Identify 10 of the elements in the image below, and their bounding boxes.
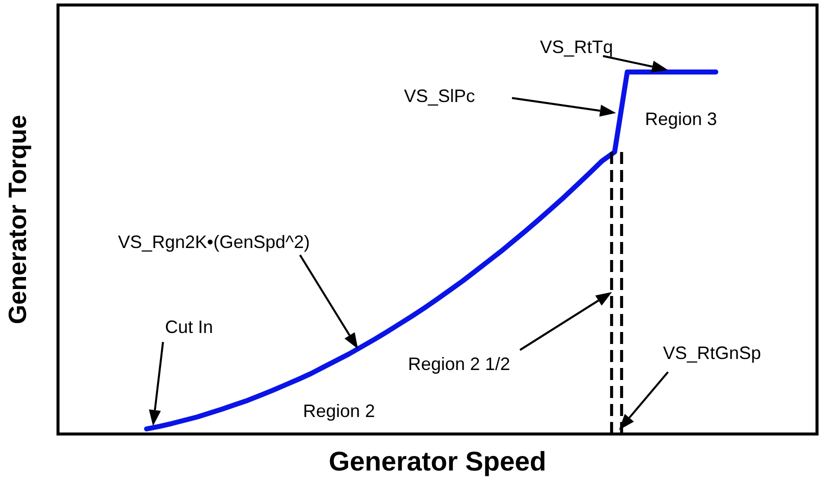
annotation: Cut In	[165, 316, 214, 337]
annotation: Region 2 1/2	[408, 354, 510, 374]
annotation: VS_SlPc	[404, 86, 476, 106]
x-axis-title: Generator Speed	[328, 446, 546, 476]
annotation: VS_Rgn2K•(GenSpd^2)	[118, 232, 310, 252]
annotation: Region 2	[303, 400, 376, 421]
annotation: Region 3	[645, 108, 718, 129]
y-axis-title: Generator Torque	[4, 114, 32, 324]
text: VS_RtTq	[540, 36, 614, 57]
annotation: VS_RtGnSp	[663, 342, 762, 363]
